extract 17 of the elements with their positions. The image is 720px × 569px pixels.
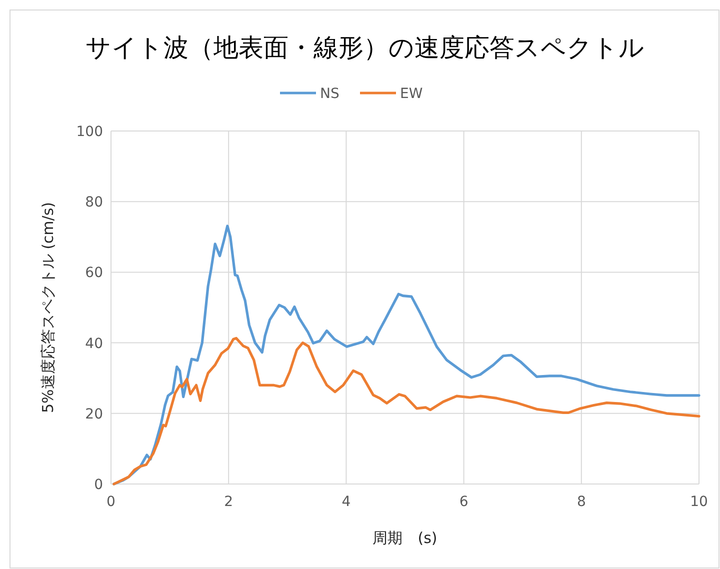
y-tick-label: 100: [76, 124, 103, 140]
x-tick-label: 6: [459, 494, 468, 510]
chart-title: サイト波（地表面・線形）の速度応答スペクトル: [86, 33, 644, 62]
x-axis-title: 周期 (s): [372, 529, 438, 547]
legend-label: NS: [320, 86, 340, 102]
y-tick-label: 80: [85, 194, 103, 211]
y-tick-label: 0: [94, 477, 103, 493]
y-tick-label: 60: [85, 265, 103, 282]
x-tick-label: 2: [224, 494, 234, 510]
legend-label: EW: [400, 86, 423, 102]
x-tick-label: 4: [342, 494, 351, 510]
x-tick-label: 8: [576, 494, 586, 510]
y-axis-title: 5%速度応答スペクトル (cm/s): [39, 202, 57, 413]
x-tick-label: 10: [690, 494, 708, 510]
y-tick-label: 20: [85, 406, 103, 422]
y-tick-label: 40: [85, 336, 103, 352]
x-tick-label: 0: [106, 494, 116, 510]
